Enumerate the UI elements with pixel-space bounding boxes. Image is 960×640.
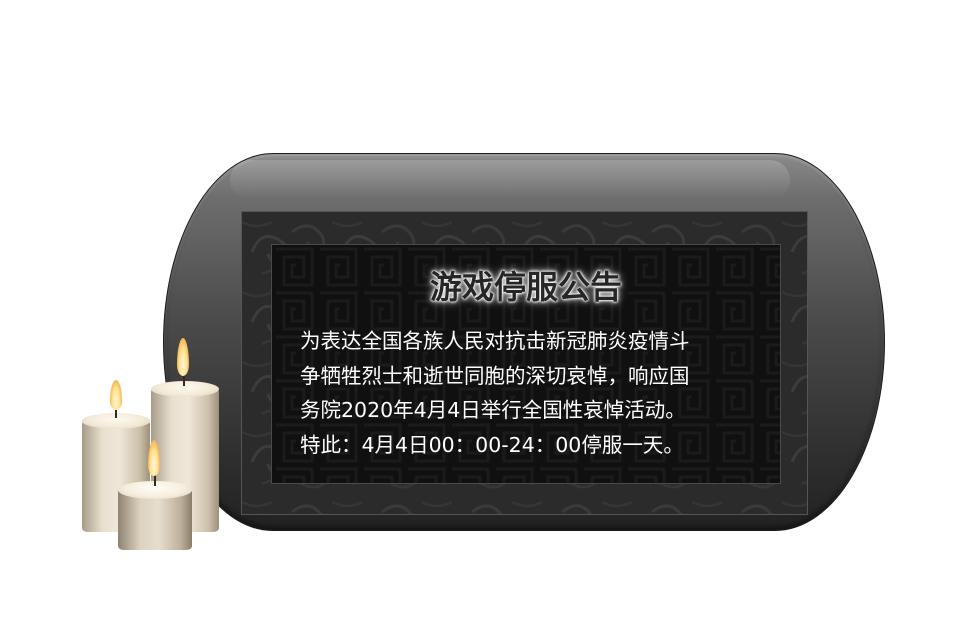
candle-front-icon	[118, 440, 194, 556]
candle-left-icon	[82, 380, 152, 540]
notice-body-line: 争牺牲烈士和逝世同胞的深切哀悼，响应国	[300, 363, 690, 388]
notice-body-line: 为表达全国各族人民对抗击新冠肺炎疫情斗	[300, 329, 690, 353]
notice-panel	[271, 244, 781, 484]
notice-body-line: 务院2020年4月4日举行全国性哀悼活动。	[300, 398, 686, 422]
notice-body-line: 特此：4月4日00：00-24：00停服一天。	[300, 432, 684, 457]
notice-body: 为表达全国各族人民对抗击新冠肺炎疫情斗 争牺牲烈士和逝世同胞的深切哀悼，响应国 …	[300, 324, 778, 462]
notice-title: 游戏停服公告	[429, 268, 622, 306]
notice-title-wrap: 游戏停服公告	[271, 262, 781, 308]
fret-pattern-icon	[272, 245, 780, 483]
